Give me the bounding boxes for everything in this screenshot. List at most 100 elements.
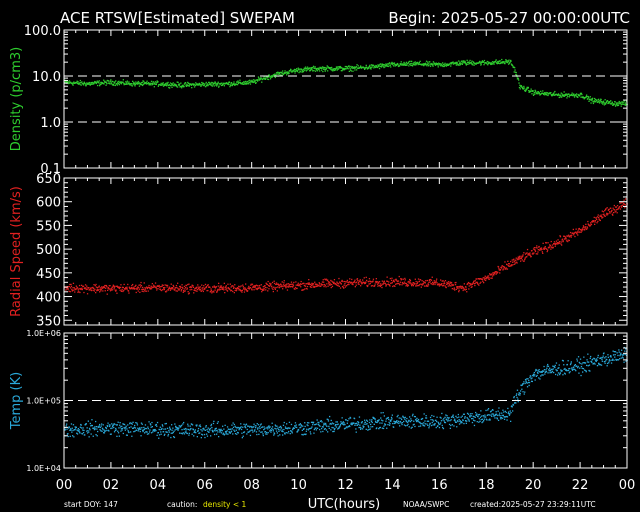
density-point <box>342 67 344 70</box>
temp-point <box>271 426 274 428</box>
temp-point <box>273 432 275 434</box>
temp-point <box>439 416 441 418</box>
density-point <box>187 81 189 84</box>
speed-point <box>522 254 524 256</box>
speed-point <box>602 216 604 218</box>
density-point <box>193 83 195 85</box>
density-point <box>238 82 241 84</box>
temp-point <box>427 424 429 426</box>
temp-point <box>371 421 373 424</box>
speed-point <box>567 234 570 236</box>
temp-point <box>485 416 487 418</box>
temp-point <box>369 428 371 430</box>
speed-point <box>328 284 330 286</box>
temp-point <box>120 428 122 430</box>
speed-point <box>269 282 271 284</box>
speed-point <box>485 276 488 278</box>
temp-point <box>538 377 540 379</box>
speed-point <box>278 287 280 289</box>
density-point <box>458 64 460 66</box>
temp-point <box>108 430 110 432</box>
speed-point <box>271 287 273 289</box>
speed-point <box>67 287 69 289</box>
speed-point <box>567 240 569 243</box>
temp-point <box>374 420 377 422</box>
speed-point <box>222 286 225 288</box>
density-point <box>286 71 288 73</box>
speed-point <box>337 283 340 285</box>
temp-point <box>454 420 456 422</box>
density-point <box>130 83 133 85</box>
temp-point <box>310 433 312 435</box>
density-point <box>538 92 541 95</box>
temp-point <box>344 427 346 429</box>
temp-point <box>409 421 412 423</box>
temp-point <box>341 417 343 419</box>
temp-point <box>92 435 94 437</box>
temp-point <box>183 421 185 424</box>
temp-point <box>141 427 143 429</box>
speed-point <box>522 255 524 257</box>
density-point <box>201 82 204 84</box>
speed-point <box>501 267 503 269</box>
temp-point <box>528 379 530 382</box>
speed-point <box>446 283 448 285</box>
density-point <box>89 84 91 86</box>
density-point <box>586 96 588 98</box>
temp-point <box>594 358 596 360</box>
temp-point <box>318 424 320 427</box>
speed-point <box>599 219 601 222</box>
density-point <box>300 68 302 70</box>
density-point <box>428 64 430 66</box>
density-point <box>489 62 491 64</box>
speed-point <box>448 284 451 286</box>
temp-point <box>463 413 465 415</box>
temp-point <box>91 419 93 421</box>
density-point <box>601 102 603 104</box>
temp-point <box>87 430 89 432</box>
speed-point <box>388 284 391 286</box>
density-point <box>118 80 120 82</box>
speed-point <box>553 243 555 245</box>
temp-point <box>479 413 481 416</box>
density-point <box>195 84 197 86</box>
speed-point <box>184 290 186 292</box>
density-point <box>217 81 219 83</box>
speed-point <box>140 281 142 284</box>
speed-point <box>194 287 196 289</box>
temp-point <box>615 358 617 361</box>
speed-point <box>158 285 160 287</box>
speed-point <box>576 231 578 233</box>
temp-point <box>526 378 528 380</box>
speed-point <box>407 285 409 287</box>
temp-point <box>305 433 307 435</box>
speed-point <box>485 279 487 282</box>
speed-point <box>242 286 244 288</box>
speed-point <box>250 283 252 285</box>
speed-point <box>375 280 377 283</box>
density-point <box>162 85 165 87</box>
temp-point <box>324 423 326 425</box>
temp-point <box>558 367 560 369</box>
speed-point <box>562 240 564 242</box>
speed-point <box>359 280 361 282</box>
density-point <box>278 71 280 74</box>
density-point <box>108 80 110 82</box>
density-point <box>543 93 545 96</box>
density-point <box>429 61 431 63</box>
speed-point <box>273 282 276 285</box>
temp-point <box>467 418 469 420</box>
speed-point <box>120 284 122 286</box>
density-point <box>78 82 81 84</box>
speed-point <box>162 287 165 289</box>
density-point <box>167 81 169 84</box>
density-point <box>283 72 285 74</box>
density-point <box>291 71 293 73</box>
temp-point <box>150 432 153 434</box>
temp-point <box>167 433 170 436</box>
speed-point <box>616 208 618 211</box>
temp-point <box>70 429 72 431</box>
speed-point <box>461 287 463 290</box>
temp-point <box>464 417 466 419</box>
speed-point <box>329 284 331 286</box>
